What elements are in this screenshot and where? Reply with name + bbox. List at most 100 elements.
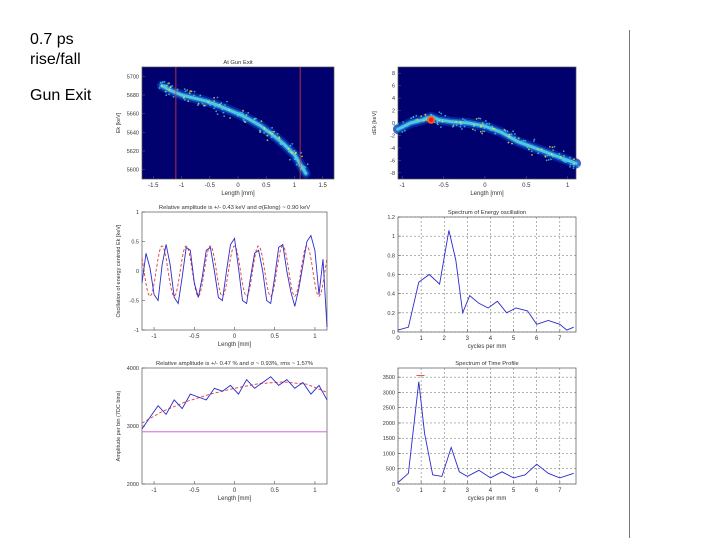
density-point	[270, 136, 273, 139]
density-point	[241, 111, 243, 114]
density-peak	[429, 117, 434, 122]
y-tick-label: 2	[392, 109, 395, 115]
density-point	[266, 134, 269, 137]
y-tick-label: 8	[392, 71, 395, 77]
density-point	[208, 99, 211, 102]
x-tick-label: -1	[179, 183, 185, 189]
density-band	[160, 84, 308, 175]
x-tick-label: 1	[313, 488, 317, 494]
density-point	[287, 147, 290, 150]
density-point	[546, 154, 549, 157]
density-point	[404, 129, 406, 132]
density-point	[553, 145, 556, 148]
x-tick-label: 1	[566, 183, 570, 189]
data-series-line	[141, 376, 328, 430]
density-point	[459, 125, 462, 128]
density-point	[255, 117, 257, 120]
density-point	[401, 131, 404, 133]
density-point	[217, 105, 220, 108]
density-point	[271, 132, 274, 135]
x-tick-label: 4	[489, 488, 493, 494]
x-tick-label: -0.5	[438, 183, 449, 189]
density-point	[514, 133, 516, 135]
y-tick-label: 500	[386, 467, 395, 473]
density-point	[561, 159, 564, 162]
density-point	[563, 154, 565, 157]
density-point	[547, 159, 550, 161]
density-point	[226, 100, 228, 103]
density-point	[507, 141, 510, 144]
density-point	[569, 166, 571, 168]
x-tick-label: 5	[512, 336, 516, 342]
density-point	[271, 126, 273, 129]
density-point	[423, 119, 425, 122]
density-point	[520, 140, 523, 143]
x-tick-label: 3	[466, 488, 470, 494]
x-tick-label: -0.5	[205, 183, 216, 189]
density-point	[266, 139, 269, 142]
density-point	[201, 98, 204, 101]
density-point	[186, 89, 189, 92]
x-tick-label: -0.5	[189, 334, 200, 340]
y-tick-label: 5680	[127, 93, 139, 99]
density-point	[550, 153, 553, 156]
y-tick-label: -4	[390, 146, 395, 152]
y-tick-label: -1	[134, 328, 139, 334]
density-point	[459, 121, 462, 124]
density-point	[420, 115, 423, 118]
density-point	[276, 132, 279, 135]
x-tick-label: 3	[466, 336, 470, 342]
density-point	[247, 111, 250, 114]
density-point	[524, 140, 527, 142]
x-tick-label: 0	[233, 488, 237, 494]
y-tick-label: 0	[392, 330, 395, 336]
density-point	[216, 96, 219, 99]
density-point	[265, 130, 267, 133]
density-point	[425, 116, 427, 119]
density-point	[569, 156, 571, 159]
density-point	[193, 90, 196, 93]
density-point	[213, 107, 215, 110]
y-tick-label: 3000	[127, 424, 139, 430]
density-point	[306, 163, 309, 166]
x-tick-label: 0	[233, 334, 237, 340]
x-tick-label: -1.5	[148, 183, 159, 189]
density-point	[163, 80, 166, 83]
chart-time-profile: -1 -0.5 0 0.5 1 2000 3000 4000 Relative amplitud…	[116, 361, 328, 502]
density-point	[438, 111, 441, 114]
x-tick-label: 6	[535, 488, 539, 494]
y-tick-label: 1.2	[387, 215, 395, 221]
density-point	[163, 85, 165, 88]
y-tick-label: 5660	[127, 112, 139, 118]
density-point	[244, 121, 247, 123]
density-point	[540, 148, 543, 151]
density-point	[573, 158, 575, 161]
plot-frame	[141, 211, 328, 331]
x-tick-label: 5	[512, 488, 516, 494]
density-point	[193, 94, 195, 97]
density-point	[304, 166, 307, 169]
chart-title: Spectrum of Energy oscillation	[448, 210, 526, 216]
density-point	[415, 114, 418, 117]
y-tick-label: 5640	[127, 130, 139, 136]
density-point	[289, 158, 291, 161]
density-point	[253, 118, 256, 121]
density-point	[187, 100, 190, 103]
density-point	[530, 150, 533, 153]
density-point	[213, 96, 215, 99]
y-tick-label: 0.6	[387, 273, 395, 279]
density-point	[552, 155, 554, 158]
x-axis-label: cycles per mm	[468, 496, 507, 502]
vertical-divider	[629, 30, 630, 538]
x-axis-label: Length [mm]	[218, 496, 252, 502]
density-point	[289, 144, 292, 147]
density-point	[491, 125, 494, 128]
density-point	[483, 130, 486, 133]
density-point	[184, 98, 186, 101]
density-point	[294, 158, 297, 160]
density-point	[522, 139, 525, 142]
fit-series-line	[141, 245, 328, 298]
density-point	[486, 122, 488, 125]
density-point	[158, 87, 161, 89]
density-point	[302, 168, 305, 171]
